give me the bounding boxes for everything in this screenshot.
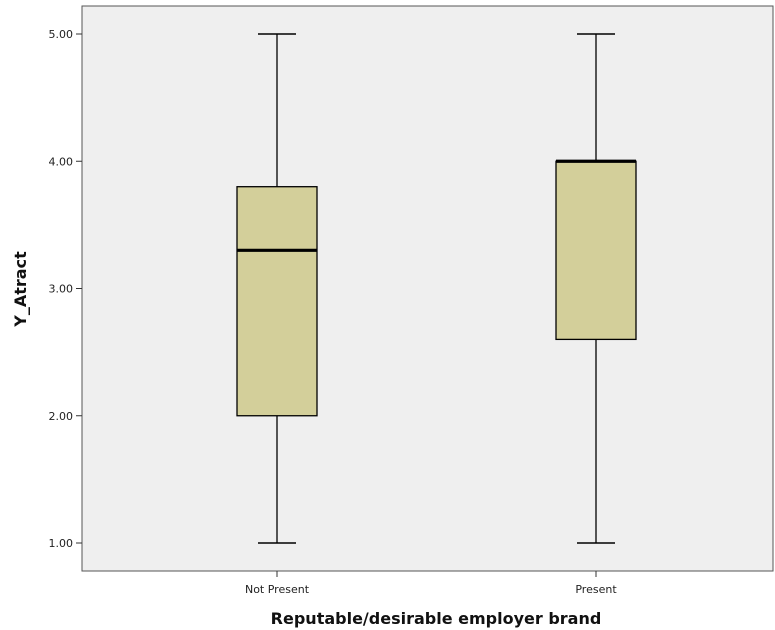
y-tick-label: 4.00 xyxy=(49,155,74,168)
iqr-box xyxy=(236,186,318,417)
y-axis: 1.00 2.00 3.00 4.00 5.00 xyxy=(49,28,82,550)
x-axis: Not Present Present xyxy=(245,571,617,596)
y-axis-title: Y_Atract xyxy=(11,251,30,328)
y-tick-label: 3.00 xyxy=(49,283,74,296)
boxes-layer xyxy=(236,33,637,544)
x-axis-title: Reputable/desirable employer brand xyxy=(271,609,602,628)
y-tick-label: 5.00 xyxy=(49,28,74,41)
plot-area xyxy=(81,5,774,572)
box-not-present xyxy=(236,33,318,544)
x-tick-label: Present xyxy=(575,583,617,596)
y-tick-label: 1.00 xyxy=(49,537,74,550)
iqr-box xyxy=(555,160,637,341)
box-present xyxy=(555,33,637,544)
x-tick-label: Not Present xyxy=(245,583,310,596)
y-tick-label: 2.00 xyxy=(49,410,74,423)
